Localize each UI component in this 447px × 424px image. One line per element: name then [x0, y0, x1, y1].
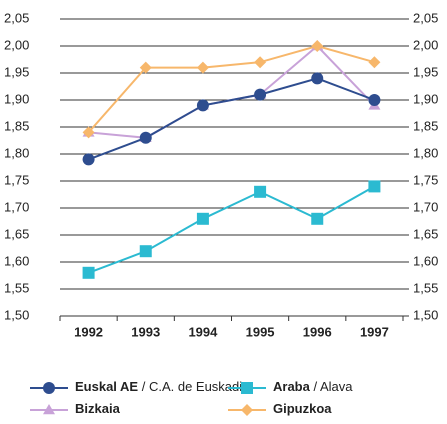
y-tick-label: 1,65	[4, 226, 29, 241]
y2-tick-label: 1,70	[413, 199, 438, 214]
legend-label-bold: Araba	[273, 379, 311, 394]
y2-tick-label: 1,90	[413, 91, 438, 106]
y-tick-label: 1,60	[4, 253, 29, 268]
legend-label-bold: Euskal AE	[75, 379, 138, 394]
marker	[311, 72, 324, 85]
y-tick-label: 1,70	[4, 199, 29, 214]
legend-label-rest: / Alava	[310, 379, 353, 394]
marker	[368, 180, 381, 193]
marker	[43, 382, 55, 394]
marker	[82, 126, 95, 139]
y-tick-label: 1,55	[4, 280, 29, 295]
marker	[241, 404, 253, 416]
marker	[241, 382, 253, 394]
legend-label: Euskal AE / C.A. de Euskadi	[75, 379, 242, 394]
legend-label-rest: / C.A. de Euskadi	[138, 379, 242, 394]
marker	[43, 404, 55, 415]
series-line	[88, 44, 376, 139]
marker	[196, 61, 209, 74]
x-tick-label: 1993	[131, 324, 160, 339]
y2-tick-label: 1,75	[413, 172, 438, 187]
series-line	[87, 44, 375, 134]
y-tick-label: 1,95	[4, 64, 29, 79]
series-line	[88, 185, 375, 274]
y-tick-label: 1,90	[4, 91, 29, 106]
y2-tick-label: 1,65	[413, 226, 438, 241]
y-tick-label: 1,85	[4, 118, 29, 133]
y-tick-label: 1,50	[4, 307, 29, 322]
y-tick-label: 2,05	[4, 10, 29, 25]
legend-label: Araba / Alava	[273, 379, 353, 394]
marker	[139, 61, 152, 74]
x-tick-label: 1994	[188, 324, 218, 339]
legend-label: Gipuzkoa	[273, 401, 332, 416]
marker	[368, 94, 381, 106]
marker	[196, 212, 209, 225]
marker	[139, 245, 152, 258]
y2-tick-label: 1,85	[413, 118, 438, 133]
x-tick-label: 1997	[360, 324, 389, 339]
y-tick-label: 1,75	[4, 172, 29, 187]
series-line	[88, 77, 375, 161]
marker	[254, 56, 267, 69]
y2-tick-label: 1,95	[413, 64, 438, 79]
legend-label-bold: Bizkaia	[75, 401, 121, 416]
legend-label: Bizkaia	[75, 401, 121, 416]
marker	[196, 99, 209, 112]
x-tick-label: 1992	[74, 324, 103, 339]
x-tick-label: 1995	[246, 324, 275, 339]
y2-tick-label: 2,00	[413, 37, 438, 52]
marker	[254, 185, 267, 198]
marker	[368, 56, 381, 69]
y2-tick-label: 1,50	[413, 307, 438, 322]
y2-tick-label: 1,55	[413, 280, 438, 295]
y2-tick-label: 1,80	[413, 145, 438, 160]
y2-tick-label: 1,60	[413, 253, 438, 268]
y-tick-label: 1,80	[4, 145, 29, 160]
legend-label-bold: Gipuzkoa	[273, 401, 332, 416]
marker	[311, 40, 324, 52]
marker	[311, 212, 324, 225]
marker	[82, 266, 95, 279]
y2-tick-label: 2,05	[413, 10, 438, 25]
marker	[254, 88, 267, 101]
x-tick-label: 1996	[303, 324, 332, 339]
y-tick-label: 2,00	[4, 37, 29, 52]
marker	[82, 153, 95, 166]
marker	[139, 131, 152, 144]
